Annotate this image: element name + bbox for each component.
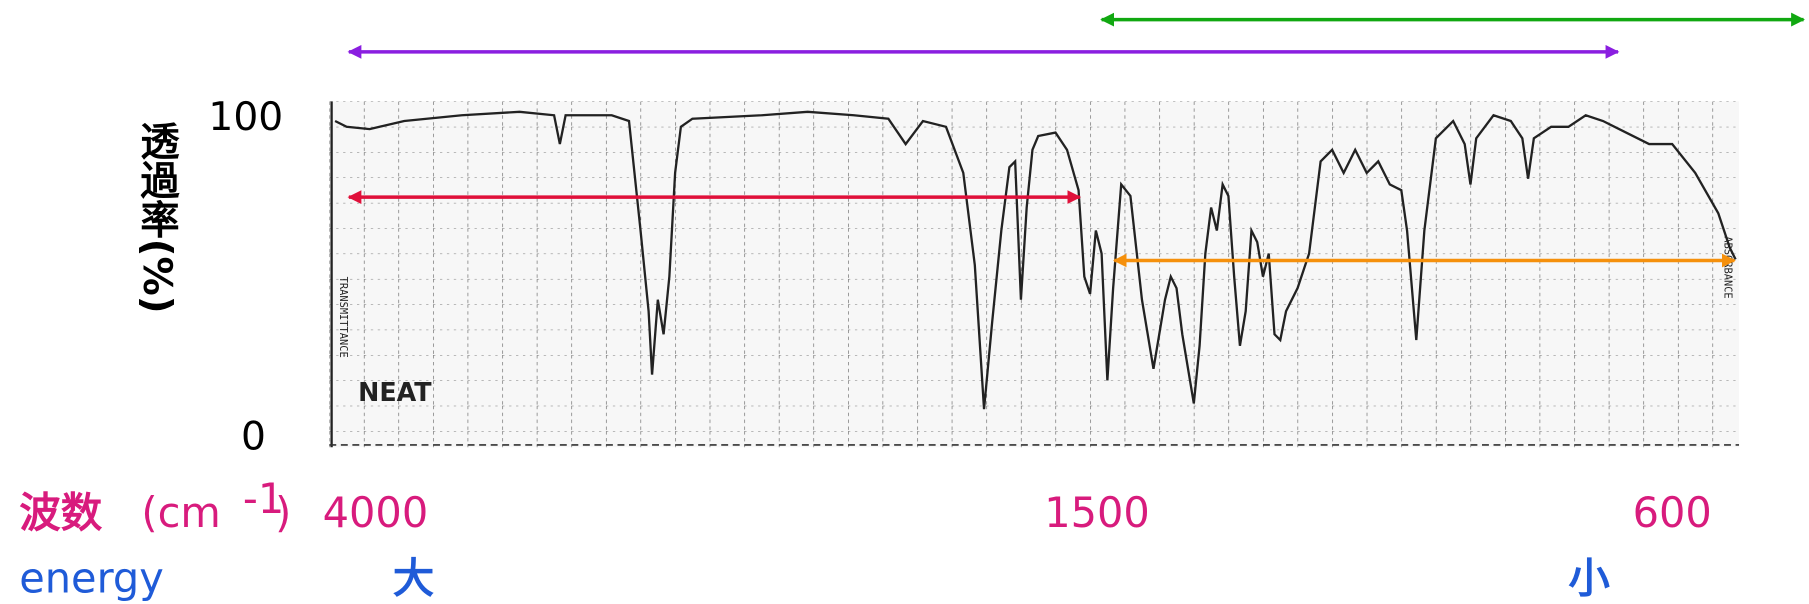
y-tick-label: 0: [241, 415, 266, 460]
energy-high: 大: [393, 553, 434, 602]
spectrum: TRANSMITTANCE ABSORBANCE NEAT: [329, 101, 1739, 447]
spectrum-grid: [329, 101, 1739, 447]
energy-low: 小: [1568, 553, 1610, 602]
x-tick-label: 1500: [1044, 488, 1150, 537]
energy-label: energy: [19, 553, 164, 602]
spectrum-side-label: ABSORBANCE: [1722, 236, 1734, 298]
x-axis-label: 波数: [19, 488, 102, 537]
y-tick-label: 100: [208, 95, 283, 140]
y-axis-label: 透過率(%): [134, 121, 180, 314]
spectrum-side-label: TRANSMITTANCE: [337, 277, 349, 358]
sample-label: NEAT: [358, 377, 432, 407]
x-tick-label: 4000: [323, 488, 429, 537]
x-axis-unit: (cm: [141, 488, 220, 537]
x-tick-label: 600: [1633, 488, 1712, 537]
x-axis-unit: ): [275, 488, 291, 537]
slide: TRANSMITTANCE ABSORBANCE NEAT 透過率(%) 100…: [0, 0, 1809, 604]
